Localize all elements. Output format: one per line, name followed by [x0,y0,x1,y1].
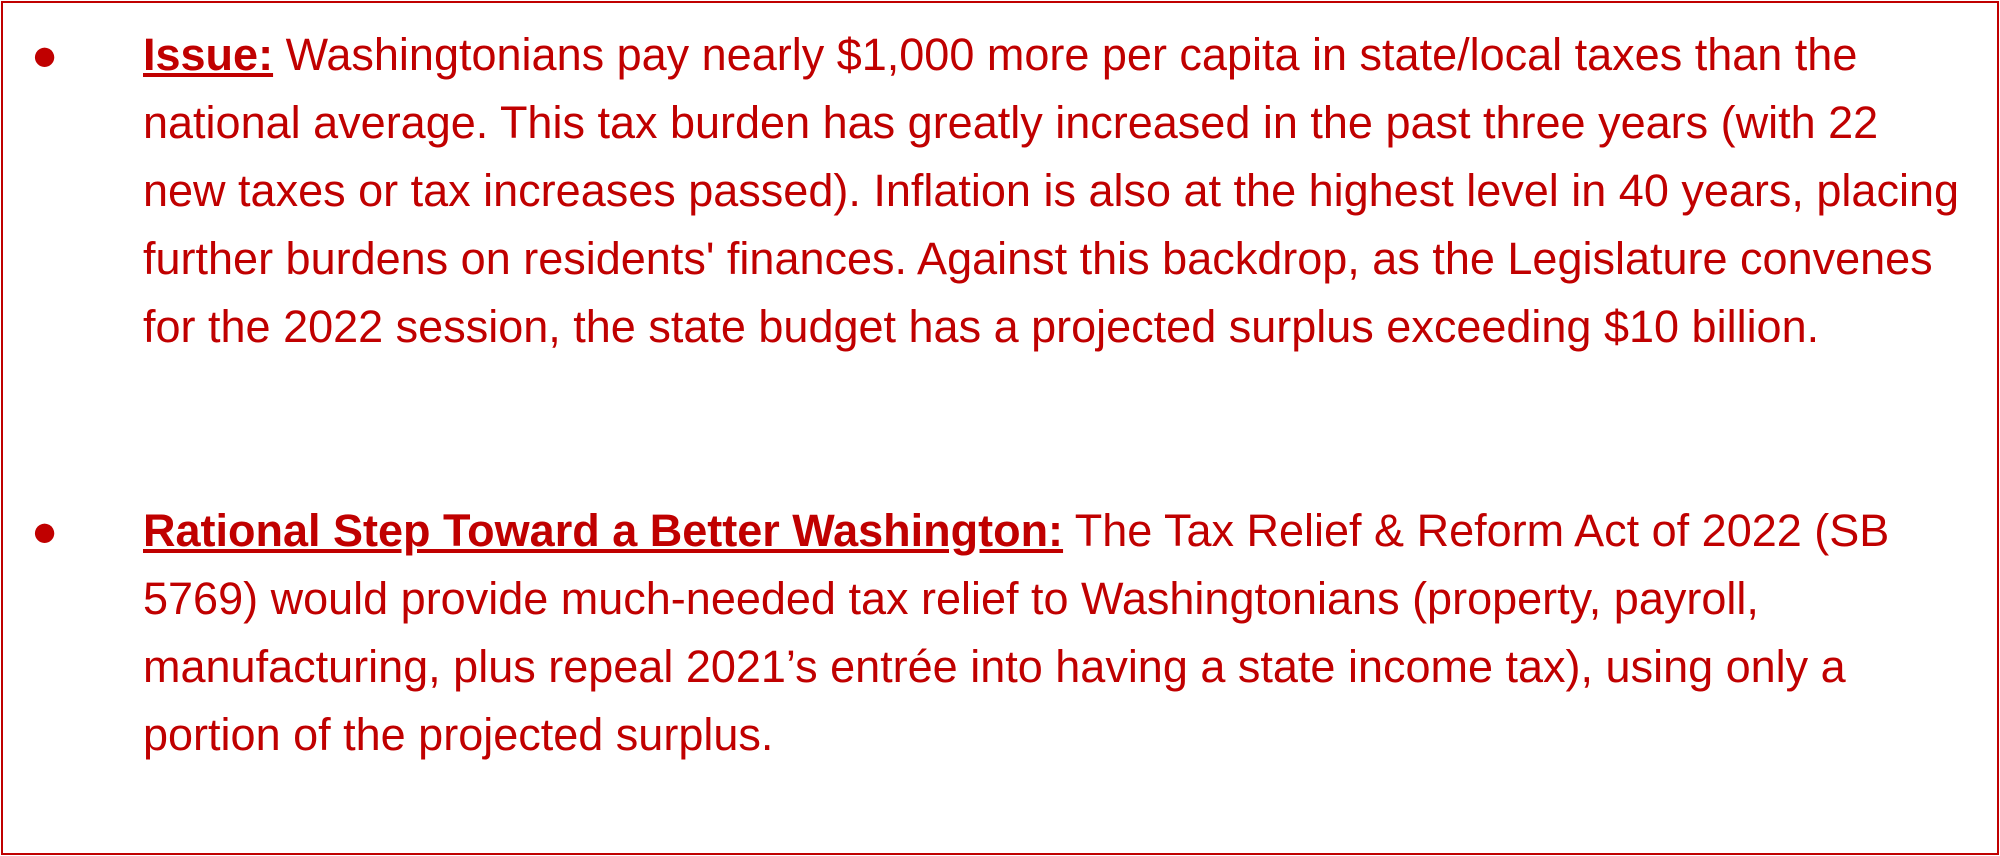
bullet: ● [31,505,59,556]
item-text: The Tax Relief & Reform Act of 2022 (SB … [143,505,1890,760]
item-text: Washingtonians pay nearly $1,000 more pe… [143,29,1959,352]
bullet: ● [31,29,59,80]
bullet-item: ● Rational Step Toward a Better Washingt… [31,497,1973,769]
bullet-item: ● Issue: Washingtonians pay nearly $1,00… [31,21,1973,361]
item-label: Issue: [143,29,274,80]
item-label: Rational Step Toward a Better Washington… [143,505,1064,556]
